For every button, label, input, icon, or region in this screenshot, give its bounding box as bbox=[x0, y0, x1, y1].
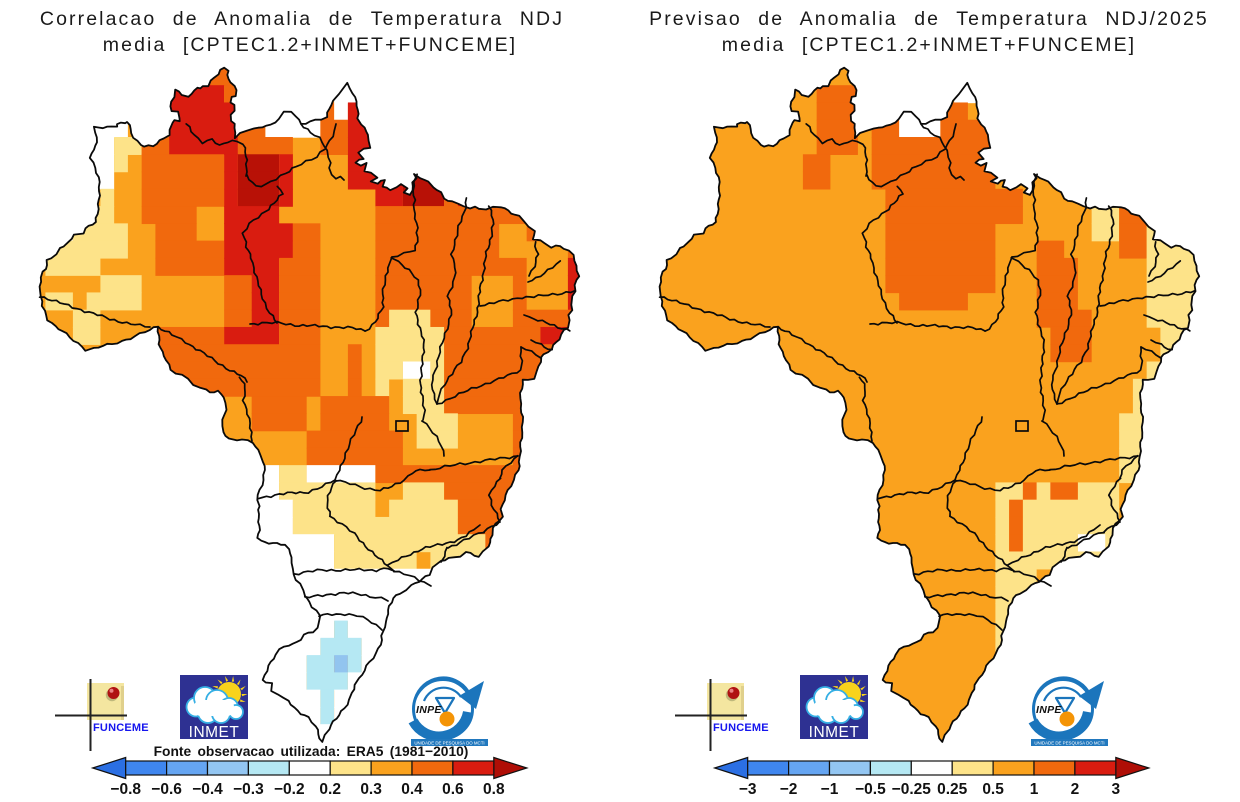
svg-text:−2: −2 bbox=[780, 781, 798, 798]
svg-text:INPE: INPE bbox=[1036, 704, 1062, 716]
svg-text:0.2: 0.2 bbox=[319, 781, 341, 798]
svg-text:0.8: 0.8 bbox=[483, 781, 505, 798]
svg-text:INMET: INMET bbox=[809, 724, 860, 741]
svg-text:−0.25: −0.25 bbox=[892, 781, 932, 798]
svg-text:0.3: 0.3 bbox=[360, 781, 382, 798]
svg-text:2: 2 bbox=[1071, 781, 1080, 798]
svg-text:−0.3: −0.3 bbox=[233, 781, 264, 798]
svg-text:INMET: INMET bbox=[189, 724, 240, 741]
svg-text:Fonte observacao utilizada: ER: Fonte observacao utilizada: ERA5 (1981−2… bbox=[154, 744, 469, 759]
svg-text:media [CPTEC1.2+INMET+FUNCEME]: media [CPTEC1.2+INMET+FUNCEME] bbox=[722, 34, 1136, 56]
svg-text:0.25: 0.25 bbox=[937, 781, 968, 798]
svg-text:−0.5: −0.5 bbox=[855, 781, 886, 798]
svg-text:media [CPTEC1.2+INMET+FUNCEME]: media [CPTEC1.2+INMET+FUNCEME] bbox=[103, 34, 517, 56]
svg-text:0.6: 0.6 bbox=[442, 781, 464, 798]
svg-text:−0.4: −0.4 bbox=[192, 781, 223, 798]
svg-text:3: 3 bbox=[1111, 781, 1120, 798]
svg-text:−0.2: −0.2 bbox=[274, 781, 305, 798]
svg-text:−1: −1 bbox=[821, 781, 839, 798]
svg-text:0.4: 0.4 bbox=[401, 781, 423, 798]
svg-text:UNIDADE DE PESQUISA DO MCTI: UNIDADE DE PESQUISA DO MCTI bbox=[1034, 740, 1104, 745]
svg-text:FUNCEME: FUNCEME bbox=[713, 722, 769, 734]
svg-text:−0.8: −0.8 bbox=[110, 781, 141, 798]
svg-text:Correlacao de Anomalia de Temp: Correlacao de Anomalia de Temperatura ND… bbox=[40, 8, 564, 30]
svg-text:INPE: INPE bbox=[416, 704, 442, 716]
svg-text:UNIDADE DE PESQUISA DO MCTI: UNIDADE DE PESQUISA DO MCTI bbox=[414, 740, 484, 745]
svg-text:−3: −3 bbox=[739, 781, 757, 798]
svg-text:Previsao de Anomalia de Temper: Previsao de Anomalia de Temperatura NDJ/… bbox=[649, 8, 1209, 30]
svg-text:1: 1 bbox=[1030, 781, 1039, 798]
svg-text:−0.6: −0.6 bbox=[151, 781, 182, 798]
svg-text:FUNCEME: FUNCEME bbox=[93, 722, 149, 734]
svg-text:0.5: 0.5 bbox=[982, 781, 1004, 798]
